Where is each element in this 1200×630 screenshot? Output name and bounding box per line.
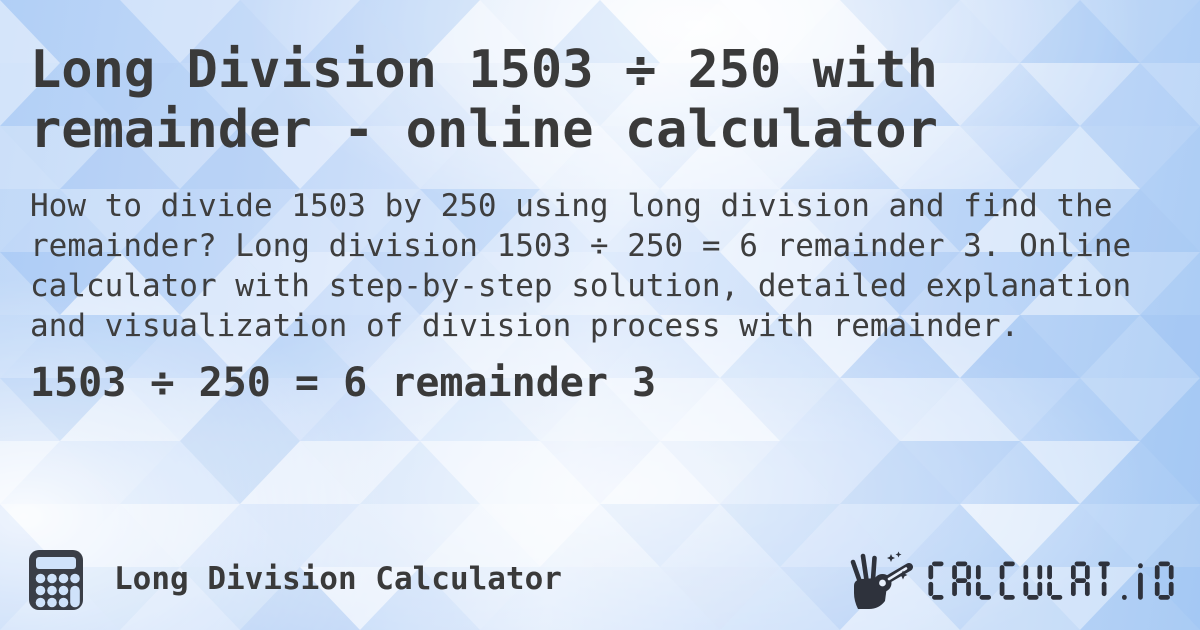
calculat-io-wordmark (928, 561, 1174, 600)
page-title: Long Division 1503 ÷ 250 with remainder … (30, 40, 938, 160)
site-logo (848, 550, 1174, 614)
calculator-name: Long Division Calculator (114, 561, 562, 597)
footer: Long Division Calculator (28, 549, 1174, 615)
page-description: How to divide 1503 by 250 using long div… (30, 188, 1132, 344)
calculator-brand: Long Division Calculator (28, 549, 562, 615)
division-result: 1503 ÷ 250 = 6 remainder 3 (30, 360, 657, 406)
calculator-icon (28, 549, 84, 615)
hand-with-magic-wand-icon (848, 550, 914, 614)
card-content: Long Division 1503 ÷ 250 with remainder … (30, 40, 1178, 407)
